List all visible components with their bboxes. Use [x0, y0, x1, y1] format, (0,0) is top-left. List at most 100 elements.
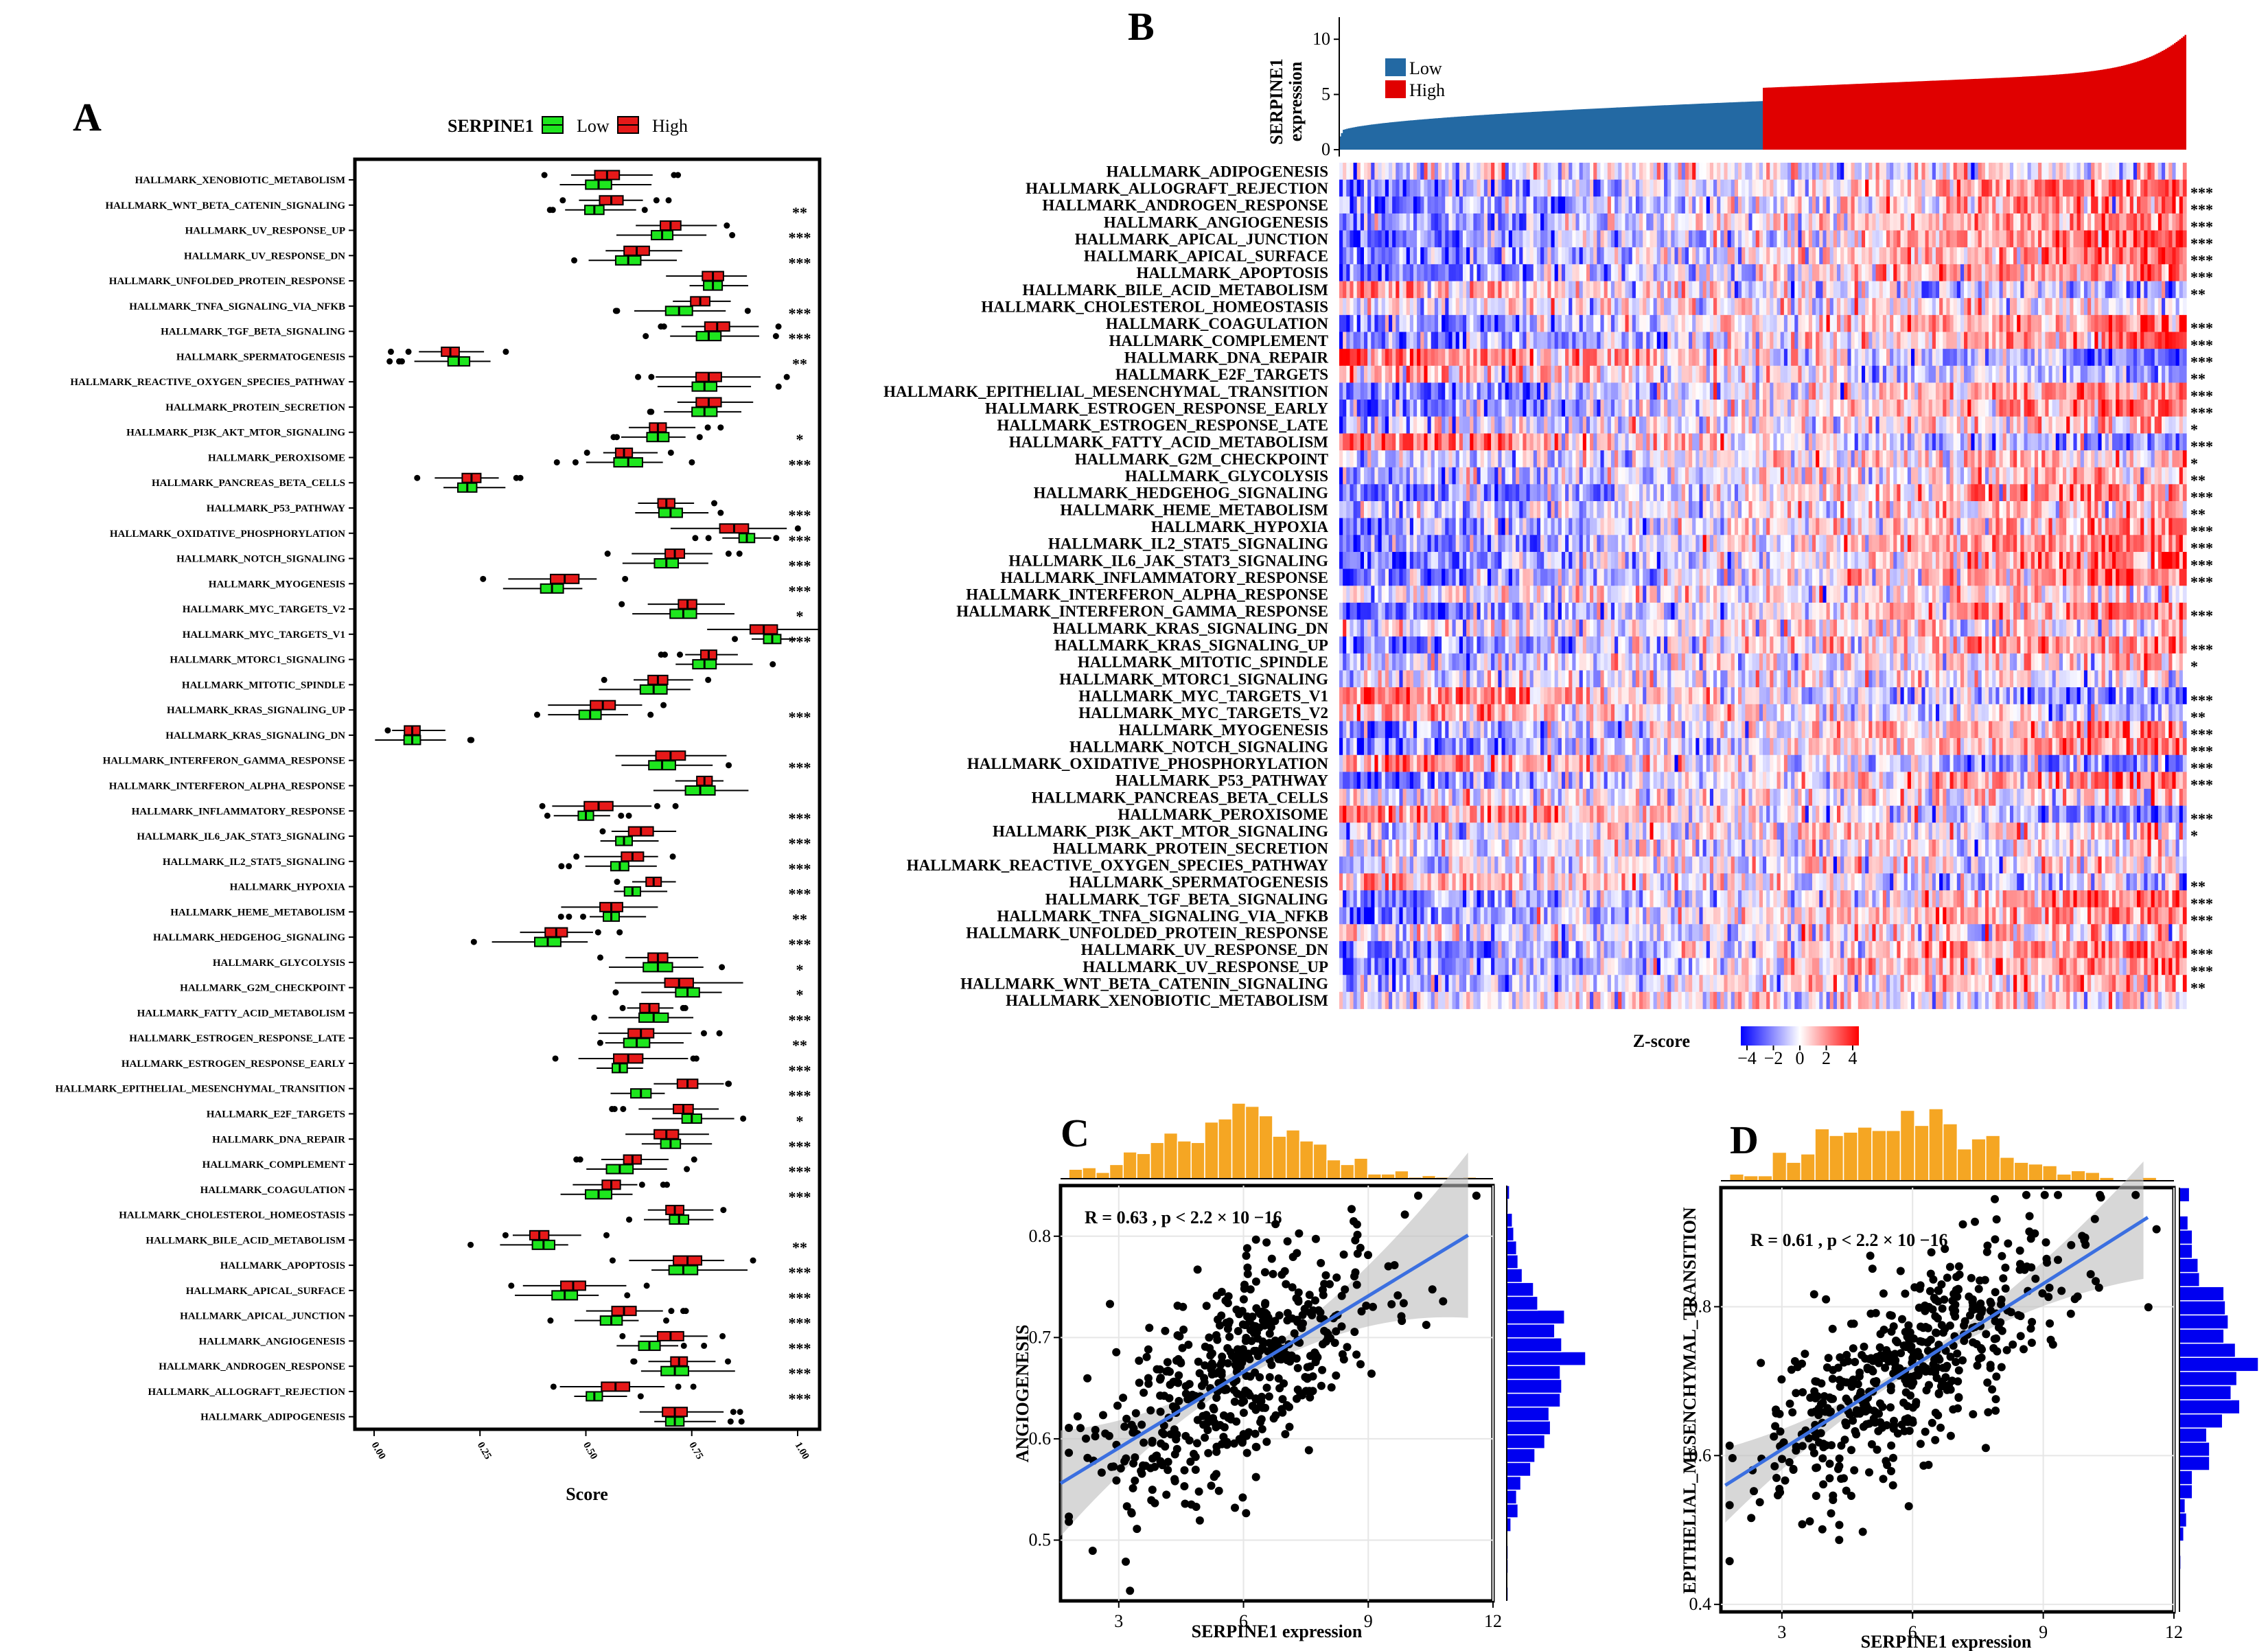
heat-cell: [1847, 264, 1852, 281]
low-outlier: [738, 1418, 745, 1425]
heat-cell: [2038, 314, 2042, 332]
heat-cell: [1643, 382, 1647, 400]
heat-cell: [1558, 230, 1562, 248]
heat-cell: [2013, 247, 2017, 265]
heat-cell: [1981, 433, 1986, 451]
heat-cell: [1910, 230, 1915, 248]
heat-cell: [2013, 179, 2017, 197]
heat-cell: [1579, 213, 1584, 231]
heat-cell: [2073, 382, 2078, 400]
heat-cell: [1946, 163, 1951, 181]
heat-cell: [2009, 281, 2014, 299]
heat-cell: [1706, 433, 1711, 451]
heat-cell: [1367, 365, 1372, 383]
heat-cell: [1989, 365, 1993, 383]
heat-cell: [1995, 450, 2000, 468]
heat-cell: [1935, 247, 1940, 265]
heat-cell: [1628, 349, 1633, 367]
heat-cell: [2094, 264, 2099, 281]
heat-cell: [1579, 298, 1584, 316]
heat-cell: [2045, 382, 2050, 400]
heat-cell: [1903, 281, 1908, 299]
heat-cell: [1967, 179, 1971, 197]
heat-cell: [1907, 365, 1912, 383]
heat-cell: [1935, 163, 1940, 181]
heat-cell: [1727, 400, 1732, 417]
heat-cell: [1829, 213, 1834, 231]
heat-cell: [1777, 230, 1781, 248]
heat-cell: [1572, 450, 1577, 468]
heat-cell: [1477, 314, 1481, 332]
heat-cell: [1470, 467, 1474, 485]
heat-cell: [1748, 264, 1753, 281]
heat-cell: [1692, 450, 1696, 468]
heat-cell: [1989, 400, 1993, 417]
heat-cell: [1995, 163, 2000, 181]
heat-cell: [1953, 365, 1958, 383]
heat-cell: [1417, 298, 1421, 316]
heat-cell: [1717, 163, 1721, 181]
heat-cell: [1615, 179, 1619, 197]
heat-cell: [1696, 179, 1700, 197]
heat-cell: [1558, 433, 1562, 451]
heat-cell: [1650, 213, 1654, 231]
heat-cell: [1727, 349, 1732, 367]
heat-cell: [1794, 281, 1799, 299]
heat-cell: [2105, 213, 2109, 231]
heat-cell: [1455, 349, 1460, 367]
heat-cell: [1424, 382, 1428, 400]
heat-cell: [1529, 314, 1534, 332]
heat-cell: [2175, 213, 2180, 231]
heat-cell: [2024, 281, 2028, 299]
heat-cell: [2162, 298, 2166, 316]
heat-cell: [2175, 365, 2180, 383]
heat-cell: [1505, 416, 1509, 434]
heat-cell: [1660, 163, 1665, 181]
heat-cell: [1569, 196, 1573, 214]
heat-cell: [1487, 298, 1492, 316]
heat-cell: [1709, 247, 1714, 265]
heat-cell: [1575, 450, 1580, 468]
heat-cell: [1498, 433, 1503, 451]
heat-cell: [1523, 433, 1527, 451]
heat-cell: [2157, 382, 2162, 400]
heat-cell: [1681, 400, 1686, 417]
heat-cell: [2165, 400, 2169, 417]
heat-cell: [1413, 400, 1418, 417]
heat-cell: [2020, 314, 2025, 332]
heat-cell: [1674, 314, 1679, 332]
heat-cell: [1600, 264, 1605, 281]
heat-cell: [1508, 365, 1513, 383]
heat-cell: [1928, 179, 1933, 197]
heat-cell: [1886, 179, 1890, 197]
heat-cell: [1706, 163, 1711, 181]
heat-cell: [2122, 450, 2127, 468]
heat-cell: [1466, 264, 1470, 281]
heat-cell: [2041, 298, 2046, 316]
significance-mark: ***: [789, 1365, 811, 1382]
heat-cell: [1999, 365, 2004, 383]
high-outlier: [603, 1232, 610, 1238]
category-label: HALLMARK_ESTROGEN_RESPONSE_LATE: [129, 1033, 345, 1044]
heat-cell: [1615, 196, 1619, 214]
heat-cell: [1346, 382, 1351, 400]
heat-cell: [2002, 416, 2007, 434]
heat-cell: [1437, 365, 1442, 383]
heat-cell: [1650, 450, 1654, 468]
heat-cell: [1399, 365, 1404, 383]
heat-cell: [1748, 382, 1753, 400]
heat-cell: [1801, 349, 1806, 367]
heat-cell: [1483, 332, 1488, 349]
heat-cell: [1865, 382, 1869, 400]
heat-cell: [2052, 314, 2057, 332]
heat-cell: [1667, 247, 1671, 265]
heat-cell: [1367, 332, 1372, 349]
heat-cell: [2059, 281, 2063, 299]
heat-cell: [1363, 314, 1368, 332]
heat-cell: [1685, 365, 1689, 383]
heat-cell: [1639, 332, 1643, 349]
heat-cell: [2147, 230, 2152, 248]
heat-cell: [2063, 264, 2067, 281]
heat-cell: [1851, 179, 1855, 197]
heat-cell: [2002, 349, 2007, 367]
